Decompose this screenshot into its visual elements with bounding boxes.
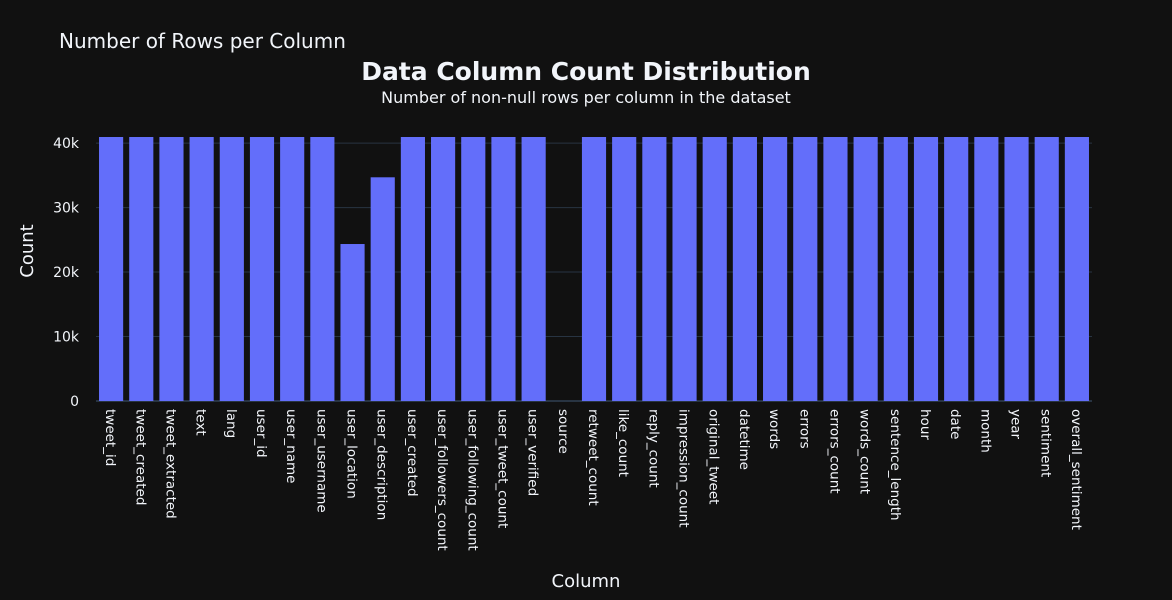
x-tick-label: overall_sentiment <box>1068 409 1084 530</box>
page-title: Number of Rows per Column <box>59 29 346 53</box>
bar[interactable] <box>461 137 486 401</box>
bar[interactable] <box>340 244 365 401</box>
x-tick-label: sentiment <box>1038 409 1054 477</box>
x-tick-label: retweet_count <box>585 409 601 506</box>
bar[interactable] <box>974 137 999 401</box>
x-tick-label: source <box>555 409 571 454</box>
x-tick-label: user_username <box>313 409 329 513</box>
bar[interactable] <box>491 137 516 401</box>
chart-subtitle: Number of non-null rows per column in th… <box>381 88 791 107</box>
bar[interactable] <box>913 137 939 401</box>
x-tick-label: month <box>977 409 993 453</box>
bar[interactable] <box>99 137 124 401</box>
bar[interactable] <box>823 137 848 401</box>
x-tick-label: date <box>947 409 963 439</box>
bar[interactable] <box>521 137 546 401</box>
bar[interactable] <box>310 137 335 401</box>
bar[interactable] <box>431 137 456 401</box>
chart-title: Data Column Count Distribution <box>361 57 811 86</box>
y-tick-label: 40k <box>53 136 80 152</box>
y-tick-labels: 0 10k 20k 30k 40k <box>53 136 80 410</box>
y-tick-label: 0 <box>70 394 79 410</box>
bar[interactable] <box>702 137 727 401</box>
bar[interactable] <box>642 137 667 401</box>
bar[interactable] <box>1034 137 1059 401</box>
x-tick-label: user_verified <box>525 409 541 496</box>
bars <box>99 137 1089 401</box>
x-tick-label: year <box>1008 409 1024 440</box>
x-tick-label: like_count <box>615 409 631 477</box>
bar[interactable] <box>672 137 697 401</box>
bar[interactable] <box>612 137 637 401</box>
y-axis-label: Count <box>17 224 38 277</box>
bar[interactable] <box>249 137 275 401</box>
x-tick-label: sentence_length <box>887 409 903 521</box>
bar[interactable] <box>883 137 908 401</box>
bar[interactable] <box>944 137 969 401</box>
x-tick-labels: tweet_id tweet_created tweet_extracted text… <box>102 409 1084 551</box>
x-tick-label: original_tweet <box>706 409 722 504</box>
x-tick-label: tweet_created <box>132 409 148 505</box>
bar[interactable] <box>189 137 214 401</box>
x-tick-label: errors_count <box>826 409 842 494</box>
x-tick-label: user_following_count <box>464 409 480 551</box>
bar[interactable] <box>853 137 878 401</box>
x-tick-label: impression_count <box>676 409 692 528</box>
x-tick-label: lang <box>223 409 239 438</box>
bar[interactable] <box>732 137 757 401</box>
bar[interactable] <box>129 137 154 401</box>
x-tick-label: errors <box>796 409 812 449</box>
bar[interactable] <box>159 137 184 401</box>
bar[interactable] <box>400 137 425 401</box>
x-tick-label: user_location <box>344 409 360 499</box>
bar[interactable] <box>763 137 788 401</box>
y-tick-label: 20k <box>53 265 80 281</box>
x-tick-label: reply_count <box>645 409 661 488</box>
bar[interactable] <box>1064 137 1089 401</box>
bar[interactable] <box>219 137 244 401</box>
x-tick-label: text <box>193 409 209 436</box>
x-tick-label: tweet_extracted <box>162 409 178 519</box>
y-tick-label: 30k <box>53 201 80 217</box>
x-axis-label: Column <box>552 571 621 592</box>
x-tick-label: user_followers_count <box>434 409 450 551</box>
x-tick-label: words_count <box>857 409 873 494</box>
bar[interactable] <box>280 137 305 401</box>
x-tick-label: datetime <box>736 409 752 470</box>
bar[interactable] <box>793 137 818 401</box>
x-tick-label: user_created <box>404 409 420 497</box>
x-tick-label: user_id <box>253 409 269 458</box>
x-tick-label: words <box>766 409 782 449</box>
x-tick-label: tweet_id <box>102 409 118 466</box>
bar[interactable] <box>1004 137 1029 401</box>
y-tick-label: 10k <box>53 330 80 346</box>
x-tick-label: hour <box>917 409 933 440</box>
bar[interactable] <box>370 177 395 401</box>
x-tick-label: user_name <box>283 409 299 483</box>
bar[interactable] <box>581 137 607 401</box>
x-tick-label: user_description <box>374 409 390 520</box>
x-tick-label: user_tweet_count <box>494 409 510 528</box>
